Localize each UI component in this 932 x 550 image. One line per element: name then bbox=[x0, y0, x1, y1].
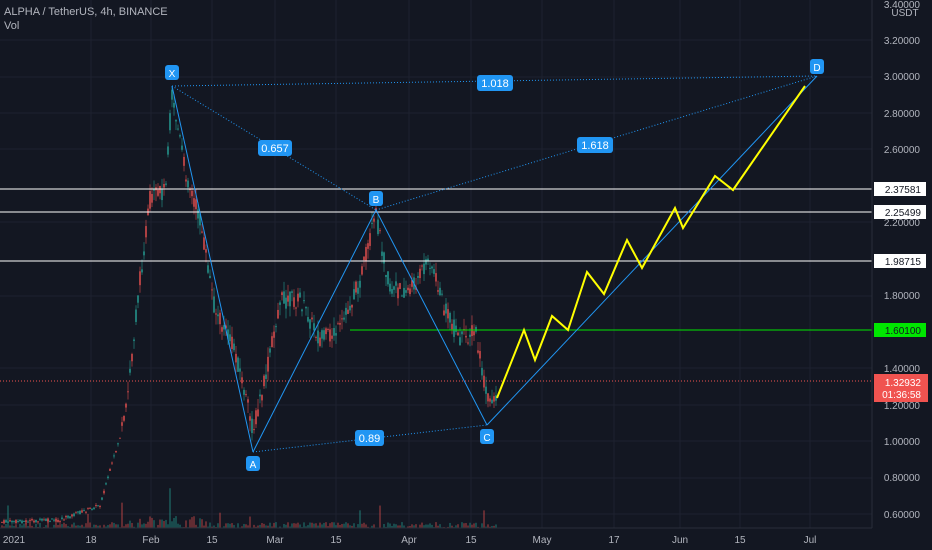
ratio-label-xd[interactable]: 1.018 bbox=[477, 75, 513, 91]
ratio-label-text: 0.657 bbox=[261, 143, 289, 155]
point-label-b[interactable]: B bbox=[369, 191, 383, 206]
current-price-value: 1.32932 bbox=[885, 378, 922, 389]
ratio-label-text: 1.018 bbox=[481, 78, 509, 90]
time-tick: 15 bbox=[734, 535, 746, 546]
level-label-text: 1.60100 bbox=[885, 326, 922, 337]
pattern-leg-ab[interactable] bbox=[252, 209, 377, 453]
time-tick: Mar bbox=[266, 535, 284, 546]
point-label-x[interactable]: X bbox=[165, 65, 179, 80]
chart-grid bbox=[0, 0, 872, 528]
price-tick: 2.60000 bbox=[884, 145, 921, 156]
time-tick: May bbox=[533, 535, 552, 546]
price-tick: 2.20000 bbox=[884, 218, 921, 229]
price-tick: 1.80000 bbox=[884, 291, 921, 302]
price-tick: 3.00000 bbox=[884, 72, 921, 83]
volume-indicator-label[interactable]: Vol bbox=[4, 20, 20, 32]
point-label-text: X bbox=[169, 69, 176, 80]
pattern-leg-xa[interactable] bbox=[171, 85, 254, 453]
price-tick: 0.60000 bbox=[884, 510, 921, 521]
level-label-text: 2.25499 bbox=[885, 208, 922, 219]
time-axis[interactable]: 2021 18 Feb 15 Mar 15 Apr 15 May 17 Jun … bbox=[0, 527, 932, 550]
point-label-text: A bbox=[250, 460, 257, 471]
time-tick: 17 bbox=[608, 535, 620, 546]
time-tick: 2021 bbox=[3, 535, 26, 546]
pattern-leg-bc[interactable] bbox=[375, 209, 488, 426]
level-label-1.98715[interactable]: 1.98715 bbox=[874, 254, 926, 268]
price-axis[interactable]: USDT 3.40000 3.20000 3.00000 2.80000 2.6… bbox=[871, 0, 932, 528]
point-label-text: B bbox=[373, 195, 380, 206]
point-label-c[interactable]: C bbox=[480, 429, 494, 444]
price-tick: 3.40000 bbox=[884, 0, 921, 11]
point-label-a[interactable]: A bbox=[246, 456, 260, 471]
time-tick: Jul bbox=[804, 535, 817, 546]
chart-legend: ALPHA / TetherUS, 4h, BINANCE Vol bbox=[4, 5, 168, 33]
price-axis-currency: USDT bbox=[891, 8, 918, 19]
point-label-text: D bbox=[813, 63, 820, 74]
time-tick: Jun bbox=[672, 535, 688, 546]
time-tick: 15 bbox=[330, 535, 342, 546]
pattern-diag-xb bbox=[171, 85, 377, 211]
point-label-d[interactable]: D bbox=[810, 59, 824, 74]
ratio-label-text: 1.618 bbox=[581, 140, 609, 152]
projection-path[interactable] bbox=[496, 85, 806, 399]
volume-bars bbox=[1, 488, 497, 528]
price-tick: 0.80000 bbox=[884, 473, 921, 484]
ratio-label-xa-xb[interactable]: 0.657 bbox=[258, 140, 292, 156]
xabcd-pattern[interactable] bbox=[171, 75, 818, 453]
time-tick: 15 bbox=[465, 535, 477, 546]
level-label-text: 2.37581 bbox=[885, 185, 922, 196]
ratio-label-text: 0.89 bbox=[359, 433, 380, 445]
price-tick: 1.20000 bbox=[884, 401, 921, 412]
time-tick: Apr bbox=[401, 535, 417, 546]
ratio-label-bd[interactable]: 1.618 bbox=[577, 137, 613, 153]
time-tick: Feb bbox=[142, 535, 160, 546]
point-label-text: C bbox=[483, 433, 490, 444]
pattern-diag-xd bbox=[171, 75, 818, 87]
ratio-label-ac[interactable]: 0.89 bbox=[355, 430, 384, 446]
price-tick: 1.40000 bbox=[884, 364, 921, 375]
current-price-label[interactable]: 1.32932 01:36:58 bbox=[874, 374, 928, 402]
price-tick: 1.00000 bbox=[884, 437, 921, 448]
level-label-1.60100[interactable]: 1.60100 bbox=[874, 323, 926, 337]
level-label-text: 1.98715 bbox=[885, 257, 922, 268]
current-price-countdown: 01:36:58 bbox=[882, 390, 921, 401]
pattern-diag-bd bbox=[375, 75, 818, 211]
price-tick: 3.20000 bbox=[884, 36, 921, 47]
level-label-2.37581[interactable]: 2.37581 bbox=[874, 182, 926, 196]
time-tick: 15 bbox=[206, 535, 218, 546]
price-tick: 2.80000 bbox=[884, 109, 921, 120]
level-label-2.25499[interactable]: 2.25499 bbox=[874, 205, 926, 219]
symbol-title[interactable]: ALPHA / TetherUS, 4h, BINANCE bbox=[4, 6, 168, 18]
time-tick: 18 bbox=[85, 535, 97, 546]
candlestick-series bbox=[1, 86, 497, 526]
